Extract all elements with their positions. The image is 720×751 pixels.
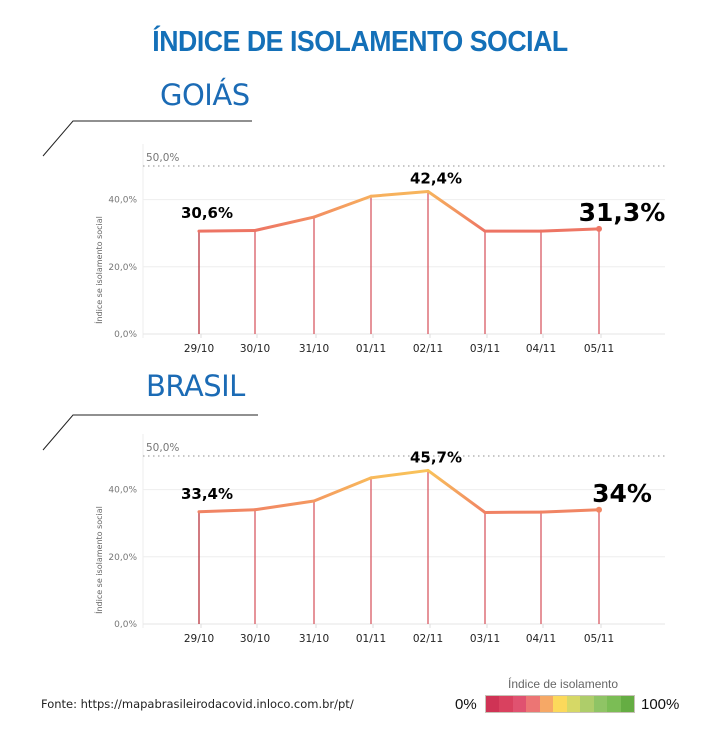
decorative-bracket-line [42,414,258,451]
line-segment [426,190,487,233]
line-segment [253,215,316,233]
line-segment [426,468,487,514]
line-segment [539,227,601,233]
legend-swatch [499,696,513,712]
x-tick-label: 30/10 [240,343,270,355]
legend-swatch [607,696,621,712]
x-tick-label: 01/11 [356,343,386,355]
x-tick-label: 02/11 [413,633,443,645]
latest-value-label: 34% [592,479,652,508]
brasil-section-title: BRASIL [146,369,245,403]
x-tick-label: 31/10 [299,633,329,645]
color-scale-legend [485,695,635,713]
x-tick-label: 02/11 [413,343,443,355]
page-title: ÍNDICE DE ISOLAMENTO SOCIAL [152,26,568,58]
x-tick-label: 04/11 [526,343,556,355]
line-segment [369,468,430,480]
source-text: Fonte: https://mapabrasileirodacovid.inl… [41,697,354,711]
last-point-marker [596,225,602,232]
x-tick-label: 05/11 [584,343,614,355]
last-point-marker [596,506,602,513]
y-axis-title: Índice se isolamento social [93,506,104,614]
x-tick-label: 29/10 [184,633,214,645]
legend-swatch [566,696,581,712]
goias-chart: 0,0% 20,0% 40,0% Índice se isolamento socia… [42,120,666,355]
line-segment [312,476,373,503]
legend-swatch [539,696,554,712]
legend-title: Índice de isolamento [508,677,619,691]
brasil-chart: 0,0% 20,0% 40,0% Índice se isolamento socia… [42,414,665,645]
line-segment [539,508,601,514]
legend-swatch [553,696,567,712]
line-segment [253,499,316,512]
legend-swatch [512,696,527,712]
goias-section-title: GOIÁS [160,78,250,112]
data-label: 30,6% [181,204,233,222]
y-tick-label: 0,0% [114,620,137,630]
data-label: 45,7% [410,448,462,466]
line-segment [197,229,257,233]
legend-swatch [486,696,500,712]
y-axis-title: Índice se isolamento social [93,216,104,324]
reference-line-label: 50,0% [146,152,179,164]
legend-max-label: 100% [641,696,680,713]
legend-swatch [620,696,634,712]
x-tick-label: 30/10 [240,633,270,645]
legend-swatch [580,696,594,712]
legend-swatch [593,696,608,712]
x-tick-label: 04/11 [526,633,556,645]
x-tick-label: 03/11 [470,633,500,645]
y-tick-label: 0,0% [114,330,137,340]
x-tick-label: 05/11 [584,633,614,645]
y-tick-label: 20,0% [108,553,137,563]
y-tick-label: 20,0% [108,263,137,273]
data-label: 33,4% [181,485,233,503]
x-tick-label: 01/11 [356,633,386,645]
y-tick-label: 40,0% [108,486,137,496]
line-segment [312,194,373,219]
latest-value-label: 31,3% [579,198,666,227]
line-segment [197,508,257,514]
x-tick-label: 29/10 [184,343,214,355]
decorative-bracket-line [42,120,252,157]
x-tick-label: 03/11 [470,343,500,355]
reference-line-label: 50,0% [146,442,179,454]
line-segment [369,190,430,198]
data-label: 42,4% [410,170,462,188]
legend-min-label: 0% [455,696,477,713]
legend-swatch [526,696,540,712]
y-tick-label: 40,0% [108,196,137,206]
x-tick-label: 31/10 [299,343,329,355]
